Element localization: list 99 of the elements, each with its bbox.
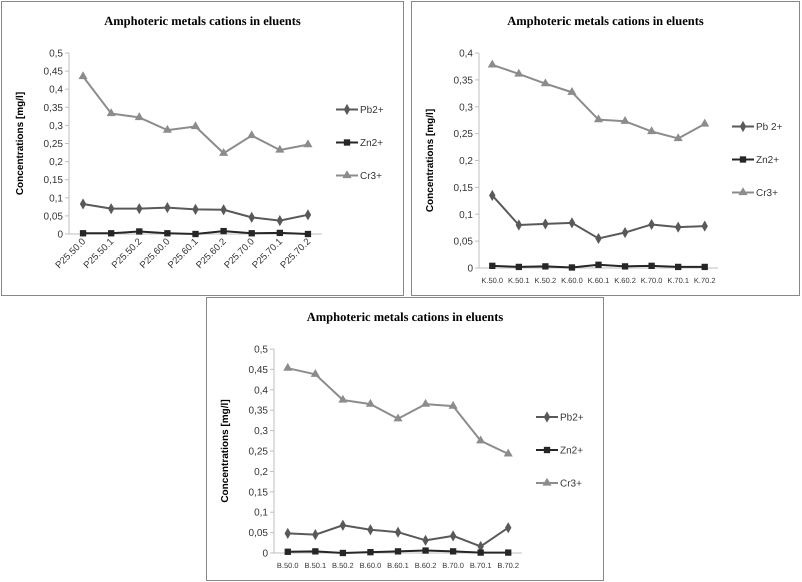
point: [450, 548, 456, 555]
point: [108, 230, 114, 236]
y-tick-label: 0,3: [459, 102, 474, 114]
chart-title: Amphoteric metals cations in eluents: [306, 310, 504, 324]
point: [78, 71, 88, 80]
point: [675, 264, 682, 270]
y-tick-label: 0,25: [44, 139, 64, 150]
y-tick-label: 0,2: [49, 157, 64, 168]
point: [106, 108, 116, 116]
point: [340, 550, 346, 556]
y-tick-label: 0: [467, 264, 474, 274]
point: [422, 547, 429, 554]
legend-label: Cr3+: [360, 171, 382, 182]
point: [303, 139, 313, 148]
point: [540, 78, 550, 86]
point: [420, 398, 430, 407]
y-tick-label: 0,5: [254, 344, 268, 356]
point: [136, 228, 142, 235]
point: [304, 230, 312, 238]
y-tick-label: 0,5: [49, 48, 64, 60]
point: [275, 144, 284, 153]
point: [312, 548, 318, 555]
point: [394, 548, 402, 555]
y-tick-label: 0,2: [254, 466, 268, 478]
point: [478, 549, 484, 556]
y-tick-label: 0,05: [454, 236, 474, 248]
point: [80, 230, 86, 236]
point: [647, 126, 656, 134]
y-tick-label: 0,25: [248, 446, 268, 458]
point: [489, 262, 496, 270]
y-tick-label: 0,35: [454, 75, 474, 86]
y-tick-label: 0,35: [44, 102, 64, 114]
y-tick-label: 0,1: [459, 210, 474, 221]
y-tick-label: 0,45: [248, 364, 268, 376]
point: [393, 414, 403, 422]
point: [220, 228, 227, 234]
point: [283, 362, 292, 371]
point: [190, 121, 200, 130]
point: [514, 68, 524, 77]
chart-title: Amphoteric metals cations in eluents: [104, 14, 301, 28]
point: [702, 264, 708, 270]
y-axis-title: Concentrations [mg/l]: [220, 399, 231, 503]
point: [648, 262, 655, 270]
point: [542, 263, 549, 270]
y-tick-label: 0,15: [454, 182, 474, 194]
legend-label: Pb2+: [560, 412, 584, 424]
y-tick-label: 0,3: [49, 120, 64, 132]
point: [700, 118, 710, 127]
legend-label: Cr3+: [560, 478, 582, 490]
y-tick-label: 0,4: [459, 48, 474, 60]
y-tick-label: 0,4: [254, 385, 268, 396]
y-tick-label: 0,15: [44, 175, 64, 186]
point: [622, 263, 628, 270]
y-tick-label: 0,1: [254, 508, 268, 519]
point: [504, 448, 513, 456]
point: [164, 230, 171, 236]
y-tick-label: 0,05: [44, 211, 64, 222]
y-axis-title: Concentrations [mg/l]: [15, 92, 26, 196]
point: [516, 264, 522, 270]
legend-label: Zn2+: [756, 155, 780, 166]
point: [247, 130, 256, 138]
point: [568, 264, 576, 271]
y-tick-label: 0,25: [454, 129, 474, 140]
point: [367, 549, 374, 556]
legend-label: Zn2+: [360, 138, 384, 149]
point: [219, 148, 228, 156]
y-tick-label: 0,05: [248, 528, 268, 540]
chart-title: Amphoteric metals cations in eluents: [507, 14, 704, 28]
y-axis-title: Concentrations [mg/l]: [425, 108, 436, 212]
y-tick-label: 0,4: [49, 84, 64, 96]
point: [505, 549, 512, 556]
point: [162, 124, 172, 133]
point: [567, 86, 577, 95]
y-tick-label: 0,15: [248, 487, 268, 498]
point: [192, 230, 199, 238]
legend-label: Pb 2+: [756, 122, 783, 133]
point: [248, 230, 255, 236]
y-tick-label: 0,35: [248, 406, 268, 417]
legend-label: Cr3+: [756, 188, 778, 199]
point: [595, 262, 602, 268]
point: [488, 60, 497, 68]
point: [366, 398, 376, 407]
y-tick-label: 0: [57, 230, 64, 240]
y-tick-label: 0: [262, 548, 268, 560]
point: [276, 230, 283, 236]
point: [134, 112, 144, 120]
y-tick-label: 0,3: [254, 426, 268, 438]
point: [674, 133, 683, 142]
legend-label: Pb2+: [360, 105, 384, 116]
y-tick-label: 0,2: [459, 156, 474, 167]
y-tick-label: 0,45: [44, 66, 64, 78]
y-tick-label: 0,1: [49, 193, 64, 204]
point: [620, 116, 630, 124]
point: [448, 400, 458, 409]
legend-label: Zn2+: [560, 446, 584, 456]
point: [594, 114, 604, 122]
point: [338, 394, 348, 403]
point: [310, 369, 320, 377]
point: [284, 548, 291, 555]
